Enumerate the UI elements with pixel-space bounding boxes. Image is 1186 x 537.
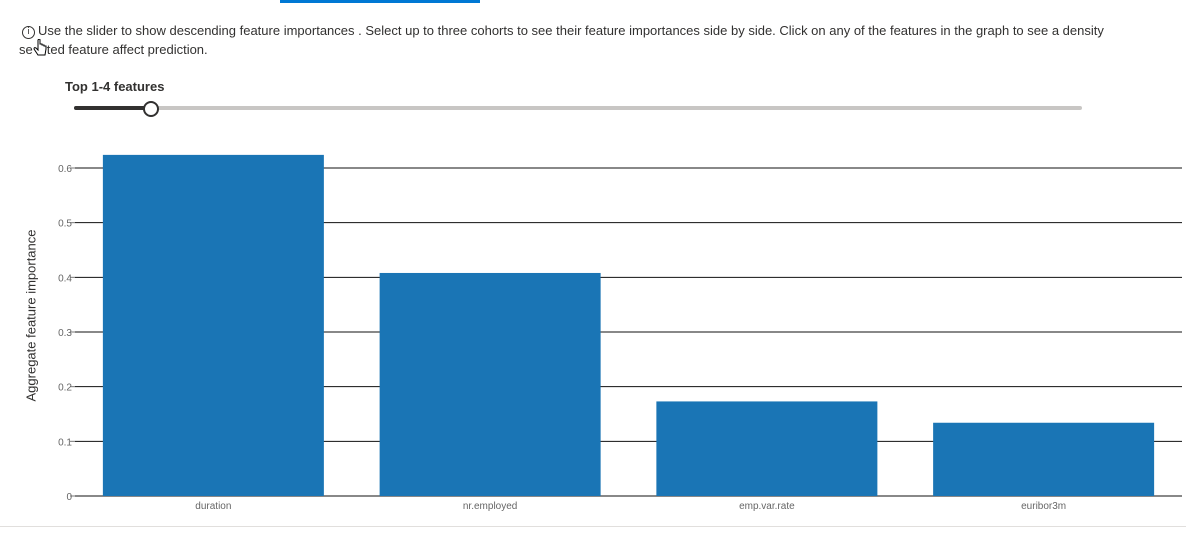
y-tick-label: 0.1 — [58, 437, 72, 448]
y-tick-label: 0.4 — [58, 273, 72, 284]
info-description: i Use the slider to show descending featu… — [22, 21, 1186, 40]
bar[interactable] — [379, 272, 601, 496]
feature-count-slider-track[interactable] — [74, 106, 1082, 110]
x-tick-label: emp.var.rate — [739, 501, 795, 512]
info-text-line2-start: se — [19, 42, 33, 57]
info-text-line2-end: ted feature affect prediction. — [46, 42, 208, 57]
feature-count-slider-fill — [74, 106, 152, 110]
bar[interactable] — [656, 401, 878, 496]
info-text-line1: Use the slider to show descending featur… — [38, 23, 1104, 38]
bar[interactable] — [102, 154, 324, 496]
bar[interactable] — [933, 422, 1155, 496]
y-tick-label: 0.3 — [58, 328, 72, 339]
hand-cursor-icon — [33, 39, 47, 56]
y-tick-label: 0.2 — [58, 383, 72, 394]
y-tick-label: 0.5 — [58, 219, 72, 230]
x-tick-label: nr.employed — [463, 501, 517, 512]
feature-count-slider-thumb[interactable] — [143, 101, 159, 117]
x-tick-label: euribor3m — [1021, 501, 1066, 512]
slider-label: Top 1-4 features — [65, 79, 165, 94]
y-tick-label: 0 — [66, 492, 72, 503]
info-icon: i — [22, 26, 35, 39]
active-tab-indicator — [280, 0, 480, 3]
bottom-divider — [0, 526, 1186, 527]
y-tick-label: 0.6 — [58, 164, 72, 175]
x-tick-label: duration — [195, 501, 231, 512]
info-description-line2: se ted feature affect prediction. — [19, 40, 208, 59]
